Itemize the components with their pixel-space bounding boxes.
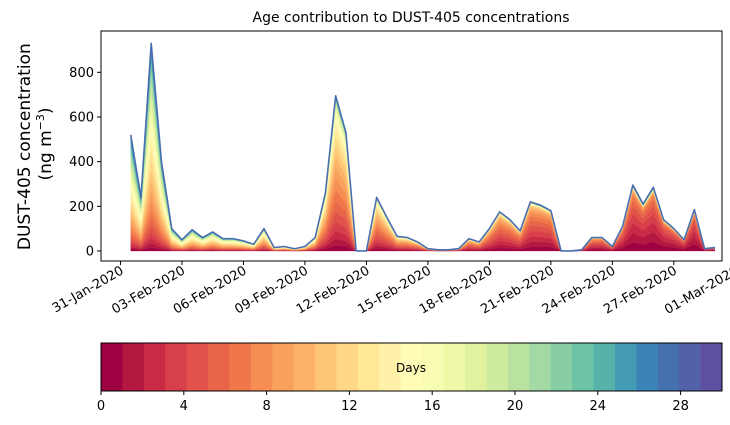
colorbar-swatch-17 (465, 343, 487, 391)
y-axis-unit-exponent: −3 (34, 114, 47, 130)
x-axis: 31-Jan-202003-Feb-202006-Feb-202009-Feb-… (50, 261, 730, 318)
colorbar-swatch-19 (507, 343, 530, 391)
y-tick-label: 200 (69, 200, 94, 215)
total-outline (129, 42, 715, 252)
y-axis-label: DUST-405 concentration (ng m−3) (15, 38, 56, 250)
colorbar-label: Days (396, 361, 426, 375)
y-tick-label: 600 (69, 110, 94, 125)
colorbar-swatch-26 (657, 343, 680, 391)
plot-frame (100, 30, 723, 262)
colorbar-tick-label: 4 (180, 399, 188, 414)
colorbar-swatch-16 (443, 343, 466, 391)
colorbar-swatch-14 (400, 343, 423, 391)
colorbar-swatch-11 (336, 343, 359, 391)
colorbar-swatch-8 (272, 343, 295, 391)
y-tick-label: 400 (69, 155, 94, 170)
colorbar-tick-label: 12 (341, 399, 358, 414)
colorbar-swatch-21 (550, 343, 573, 391)
colorbar-swatch-5 (208, 343, 230, 391)
colorbar-tick-label: 0 (97, 399, 105, 414)
colorbar-frame (100, 342, 723, 392)
y-tick-label: 0 (86, 244, 94, 259)
colorbar-swatch-10 (315, 343, 337, 391)
y-axis-unit-suffix: ) (36, 107, 56, 114)
colorbar-swatch-3 (165, 343, 188, 391)
colorbar-swatch-25 (636, 343, 659, 391)
colorbar-swatch-4 (186, 343, 209, 391)
y-axis: 0 200 400 600 800 (69, 66, 101, 259)
stacked-age-areas (130, 43, 715, 252)
colorbar-tick-label: 16 (424, 399, 441, 414)
colorbar-swatch-6 (229, 343, 252, 391)
colorbar-swatch-27 (679, 343, 701, 391)
colorbar-swatch-7 (250, 343, 273, 391)
colorbar-swatch-22 (572, 343, 594, 391)
total-concentration-line (129, 42, 715, 252)
colorbar-swatch-13 (379, 343, 402, 391)
colorbar-swatch-0 (101, 343, 123, 391)
colorbar-swatch-15 (422, 343, 445, 391)
colorbar-swatch-28 (700, 343, 723, 391)
colorbar-ticks: 0 4 8 12 16 20 24 28 (97, 391, 689, 414)
colorbar-tick-label: 8 (262, 399, 270, 414)
colorbar-swatch-23 (593, 343, 616, 391)
y-tick-label: 800 (69, 66, 94, 81)
colorbar-swatch-20 (529, 343, 552, 391)
colorbar-swatch-12 (357, 343, 380, 391)
chart-title: Age contribution to DUST-405 concentrati… (253, 10, 570, 26)
colorbar-swatch-9 (293, 343, 316, 391)
y-axis-label-line1: DUST-405 concentration (15, 43, 35, 250)
colorbar-tick-label: 20 (507, 399, 524, 414)
colorbar (101, 343, 723, 391)
colorbar-tick-label: 24 (590, 399, 607, 414)
colorbar-tick-label: 28 (672, 399, 689, 414)
y-axis-label-line2: (ng m−3) (34, 107, 56, 180)
colorbar-swatch-18 (486, 343, 509, 391)
colorbar-swatch-1 (122, 343, 145, 391)
y-axis-unit-prefix: (ng m (36, 130, 56, 180)
colorbar-swatch-24 (614, 343, 637, 391)
colorbar-swatch-2 (143, 343, 166, 391)
